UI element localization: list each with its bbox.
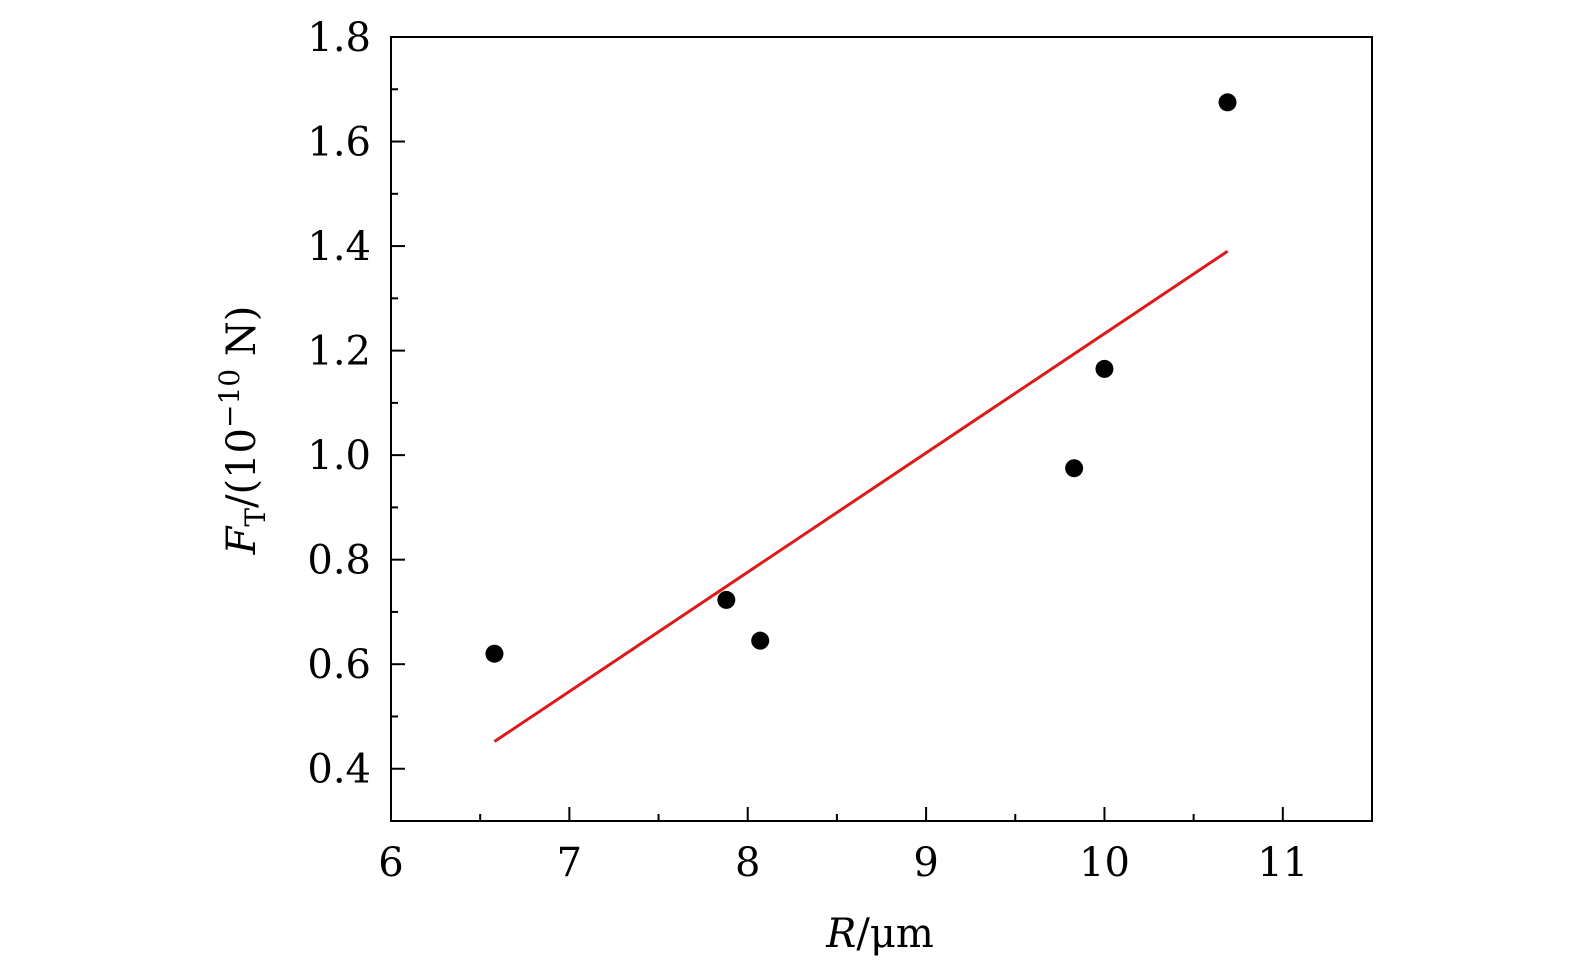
ticks xyxy=(390,36,1284,822)
data-point xyxy=(717,590,736,609)
y-tick-label: 1.0 xyxy=(307,433,371,479)
x-tick-label: 11 xyxy=(1257,840,1308,886)
y-tick-label: 0.8 xyxy=(307,538,371,584)
y-tick-label: 0.4 xyxy=(307,747,371,793)
x-tick-label: 6 xyxy=(378,840,403,886)
y-tick-label: 1.6 xyxy=(307,120,371,166)
x-tick-label: 8 xyxy=(735,840,760,886)
x-tick-label: 10 xyxy=(1079,840,1130,886)
series-layer xyxy=(485,93,1237,743)
x-axis-unit: /μm xyxy=(856,911,933,957)
tick-labels: 6 7 8 9 10 11 0.4 0.6 0.8 1.0 1.2 1.4 1.6 1.8 xyxy=(307,15,1308,886)
y-axis-symbol: F xyxy=(219,525,265,555)
y-tick-label: 0.6 xyxy=(307,642,371,688)
x-tick-label: 9 xyxy=(913,840,938,886)
fit-line xyxy=(493,250,1229,743)
x-tick-label: 7 xyxy=(557,840,582,886)
y-axis-label: FT/(10−10 N) xyxy=(213,306,272,556)
y-tick-label: 1.2 xyxy=(307,329,371,375)
y-axis-unit-prefix: /(10 xyxy=(219,428,265,508)
y-axis-unit-suffix: N) xyxy=(219,306,265,369)
data-point xyxy=(1218,93,1237,112)
data-point xyxy=(485,644,504,663)
y-axis-subscript: T xyxy=(239,508,272,527)
plot-frame xyxy=(390,36,1373,822)
y-axis-exponent: −10 xyxy=(213,369,246,428)
y-tick-label: 1.8 xyxy=(307,15,371,61)
data-point xyxy=(751,631,770,650)
x-axis-label: R/μm xyxy=(825,911,934,957)
data-point xyxy=(1065,459,1084,478)
data-point xyxy=(1095,359,1114,378)
y-tick-label: 1.4 xyxy=(307,224,371,270)
x-axis-symbol: R xyxy=(825,911,856,957)
